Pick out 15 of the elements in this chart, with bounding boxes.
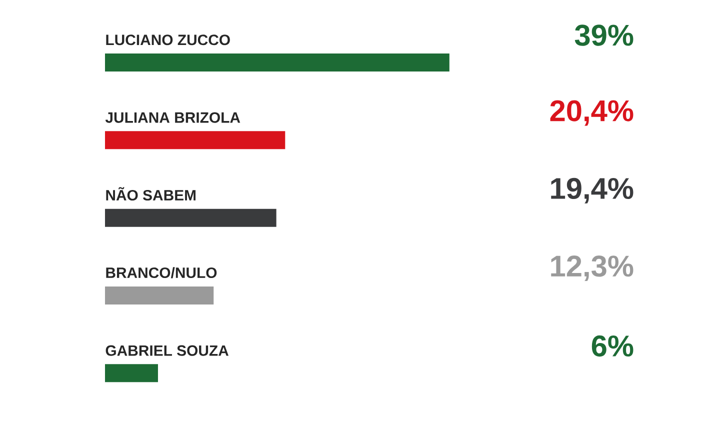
bar <box>105 364 158 382</box>
data-label: 6% <box>592 335 634 357</box>
y-tick-label: JULIANA BRIZOLA <box>105 112 240 123</box>
bar <box>105 286 214 304</box>
bar <box>105 131 286 150</box>
y-tick-label: BRANCO/NULO <box>106 267 217 278</box>
bar <box>105 53 450 72</box>
y-tick-label: GABRIEL SOUZA <box>106 345 228 356</box>
data-label: 12,3% <box>551 256 634 282</box>
data-label: 39% <box>574 24 634 46</box>
y-tick-label: NÃO SABEM <box>106 187 196 201</box>
data-label: 20,4% <box>550 100 634 126</box>
bar <box>105 208 276 227</box>
data-label: 19,4% <box>551 178 634 204</box>
y-tick-label: LUCIANO ZUCCO <box>106 34 230 46</box>
